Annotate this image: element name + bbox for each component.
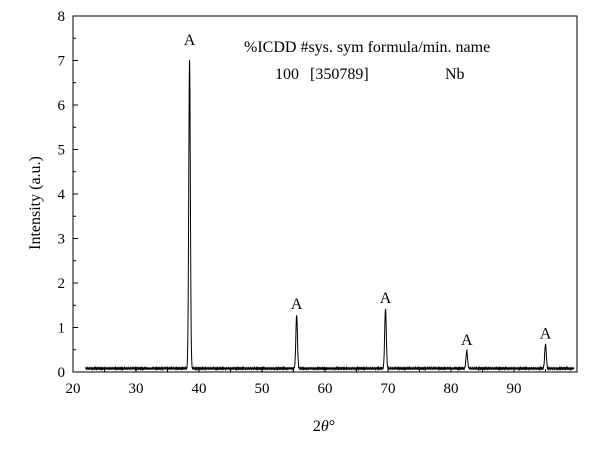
x-tick-label: 30	[129, 381, 144, 397]
y-axis-label: Intensity (a.u.)	[27, 156, 44, 250]
legend-header: %ICDD #sys. sym formula/min. name	[244, 39, 490, 56]
diffraction-pattern-line	[85, 60, 575, 372]
x-axis-label-prefix: 2	[313, 418, 321, 435]
x-tick-label: 40	[192, 381, 207, 397]
x-axis-label: 2θ°	[313, 418, 335, 435]
x-tick-label: 50	[255, 381, 270, 397]
y-tick-label: 1	[58, 321, 66, 337]
legend-code: [350789]	[310, 66, 369, 83]
peak-label: A	[540, 325, 552, 342]
y-tick-label: 7	[58, 54, 66, 70]
y-tick-label: 3	[58, 232, 66, 248]
x-tick-label: 90	[507, 381, 522, 397]
x-axis-label-theta: θ	[321, 418, 329, 435]
x-tick-label: 80	[444, 381, 459, 397]
y-tick-label: 2	[58, 276, 66, 292]
peak-label: A	[461, 332, 473, 349]
peak-labels: A A A A A	[184, 32, 552, 349]
legend-percent: 100	[275, 66, 299, 83]
x-tick-label: 20	[66, 381, 81, 397]
x-tick-label: 60	[318, 381, 333, 397]
y-axis-ticks: 0 1 2 3 4 5 6 7 8	[58, 9, 78, 381]
x-axis-label-degree: °	[329, 418, 335, 435]
y-tick-label: 6	[58, 98, 66, 114]
y-tick-label: 8	[58, 9, 66, 25]
y-tick-label: 0	[58, 365, 66, 381]
y-tick-label: 5	[58, 143, 66, 159]
x-axis-ticks: 20 30 40 50 60 70 80 90	[66, 367, 546, 397]
legend-phase: Nb	[445, 66, 465, 83]
peak-label: A	[184, 32, 196, 49]
peak-label: A	[380, 290, 392, 307]
y-tick-label: 4	[58, 187, 66, 203]
x-tick-label: 70	[381, 381, 396, 397]
peak-label: A	[291, 296, 303, 313]
